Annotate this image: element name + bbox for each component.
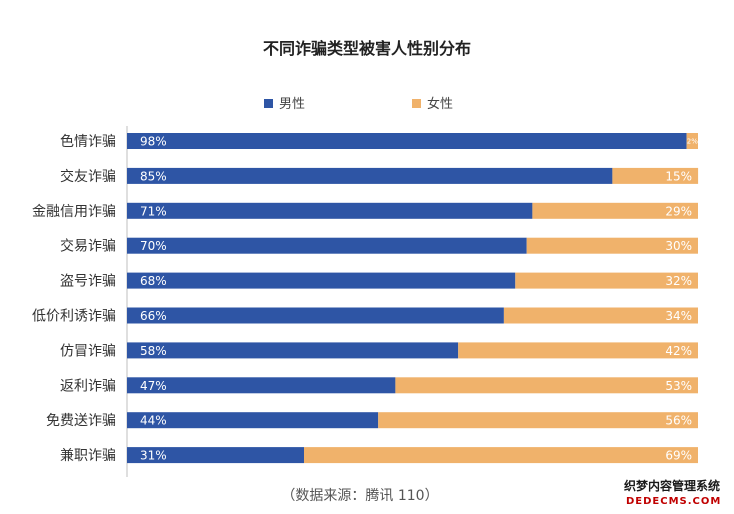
bar-female — [515, 272, 698, 289]
bar-female — [458, 342, 698, 359]
bar-male — [127, 133, 687, 149]
bar-female — [526, 237, 698, 254]
category-label: 低价利诱诈骗 — [32, 309, 116, 325]
category-label: 交易诈骗 — [60, 238, 116, 255]
value-label-male: 58% — [140, 344, 167, 358]
bar-male — [127, 167, 613, 184]
value-label-male: 68% — [140, 274, 167, 288]
legend-swatch-male — [264, 99, 273, 108]
category-label: 仿冒诈骗 — [60, 343, 116, 359]
category-labels: 色情诈骗交友诈骗金融信用诈骗交易诈骗盗号诈骗低价利诱诈骗仿冒诈骗返利诈骗免费送诈… — [32, 133, 116, 464]
bar-male — [127, 237, 527, 254]
category-label: 交友诈骗 — [60, 168, 116, 185]
value-label-male: 47% — [140, 379, 167, 393]
bars — [127, 133, 699, 464]
value-label-male: 70% — [140, 239, 167, 253]
value-label-female: 42% — [665, 344, 692, 358]
legend-label-male: 男性 — [279, 97, 305, 112]
bar-male — [127, 412, 379, 429]
category-label: 免费送诈骗 — [46, 413, 116, 429]
bar-male — [127, 377, 396, 394]
bar-male — [127, 202, 533, 219]
source-note: （数据来源：腾讯 110） — [281, 487, 438, 504]
value-label-male: 71% — [140, 204, 167, 218]
value-label-male: 85% — [140, 169, 167, 183]
bar-female — [532, 202, 698, 219]
value-label-female: 30% — [665, 239, 692, 253]
bar-male — [127, 342, 459, 359]
category-label: 色情诈骗 — [60, 133, 116, 150]
value-label-male: 31% — [140, 449, 167, 463]
bar-female — [612, 167, 699, 184]
legend: 男性 女性 — [264, 96, 453, 112]
category-label: 金融信用诈骗 — [32, 204, 116, 220]
watermark: 织梦内容管理系统 DEDECMS.COM — [624, 478, 721, 507]
bar-male — [127, 272, 516, 289]
value-label-female: 56% — [665, 414, 692, 428]
bar-female — [304, 447, 698, 464]
category-label: 兼职诈骗 — [60, 448, 116, 464]
bar-female — [503, 307, 698, 324]
value-label-female: 53% — [665, 379, 692, 393]
value-label-female: 34% — [665, 309, 692, 323]
bar-female — [378, 412, 698, 429]
value-label-female: 69% — [665, 449, 692, 463]
bar-female — [686, 133, 698, 149]
value-label-male: 66% — [140, 309, 167, 323]
watermark-line2: DEDECMS.COM — [626, 496, 721, 507]
category-label: 返利诈骗 — [60, 378, 116, 394]
legend-swatch-female — [412, 99, 421, 108]
bar-male — [127, 447, 304, 464]
legend-label-female: 女性 — [427, 96, 453, 112]
category-label: 盗号诈骗 — [60, 274, 116, 290]
value-label-female: 2% — [687, 138, 698, 146]
value-label-male: 44% — [140, 414, 167, 428]
bar-female — [395, 377, 698, 394]
value-label-male: 98% — [140, 135, 167, 149]
watermark-line1: 织梦内容管理系统 — [624, 478, 720, 493]
value-label-female: 32% — [665, 274, 692, 288]
value-label-female: 15% — [665, 169, 692, 183]
value-label-female: 29% — [665, 204, 692, 218]
value-labels: 98% 2% 85% 15% 71% 29% 70% 30% 68% 32% 66% 34% 58% 42… — [140, 135, 698, 463]
bar-male — [127, 307, 504, 324]
chart-title: 不同诈骗类型被害人性别分布 — [263, 39, 471, 58]
